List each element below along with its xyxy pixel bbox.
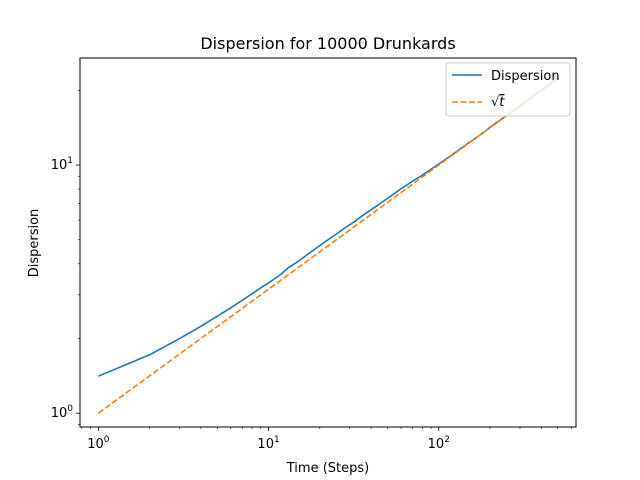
series-layer (97, 77, 559, 414)
legend-label-sqrt-variable: t (499, 95, 505, 110)
x-axis-label: Time (Steps) (286, 461, 369, 476)
x-tick-label: 102 (428, 435, 450, 452)
legend-box (445, 62, 571, 117)
x-tick-label: 100 (87, 435, 110, 452)
x-tick-base: 10 (257, 437, 274, 452)
x-tick-exponent: 2 (444, 435, 450, 445)
x-tick-label: 101 (257, 435, 279, 452)
y-tick-label: 101 (51, 156, 73, 173)
y-tick-exponent: 0 (67, 404, 73, 414)
plot-frame (79, 57, 577, 428)
legend: Dispersion √t (445, 62, 571, 117)
y-tick-base: 10 (51, 406, 68, 421)
y-axis-label: Dispersion (27, 209, 42, 278)
x-tick-base: 10 (87, 437, 104, 452)
chart-title: Dispersion for 10000 Drunkards (200, 34, 455, 53)
legend-label-sqrt-symbol: √ (491, 95, 500, 110)
x-tick-exponent: 1 (274, 435, 280, 445)
legend-label-sqrt: √t (491, 95, 505, 110)
y-tick-base: 10 (51, 158, 68, 173)
x-tick-base: 10 (428, 437, 445, 452)
x-tick-exponent: 0 (104, 435, 110, 445)
y-tick-label: 100 (51, 404, 74, 421)
series-line-1 (97, 77, 559, 414)
y-tick-exponent: 1 (67, 156, 73, 166)
legend-label-dispersion: Dispersion (491, 69, 560, 84)
